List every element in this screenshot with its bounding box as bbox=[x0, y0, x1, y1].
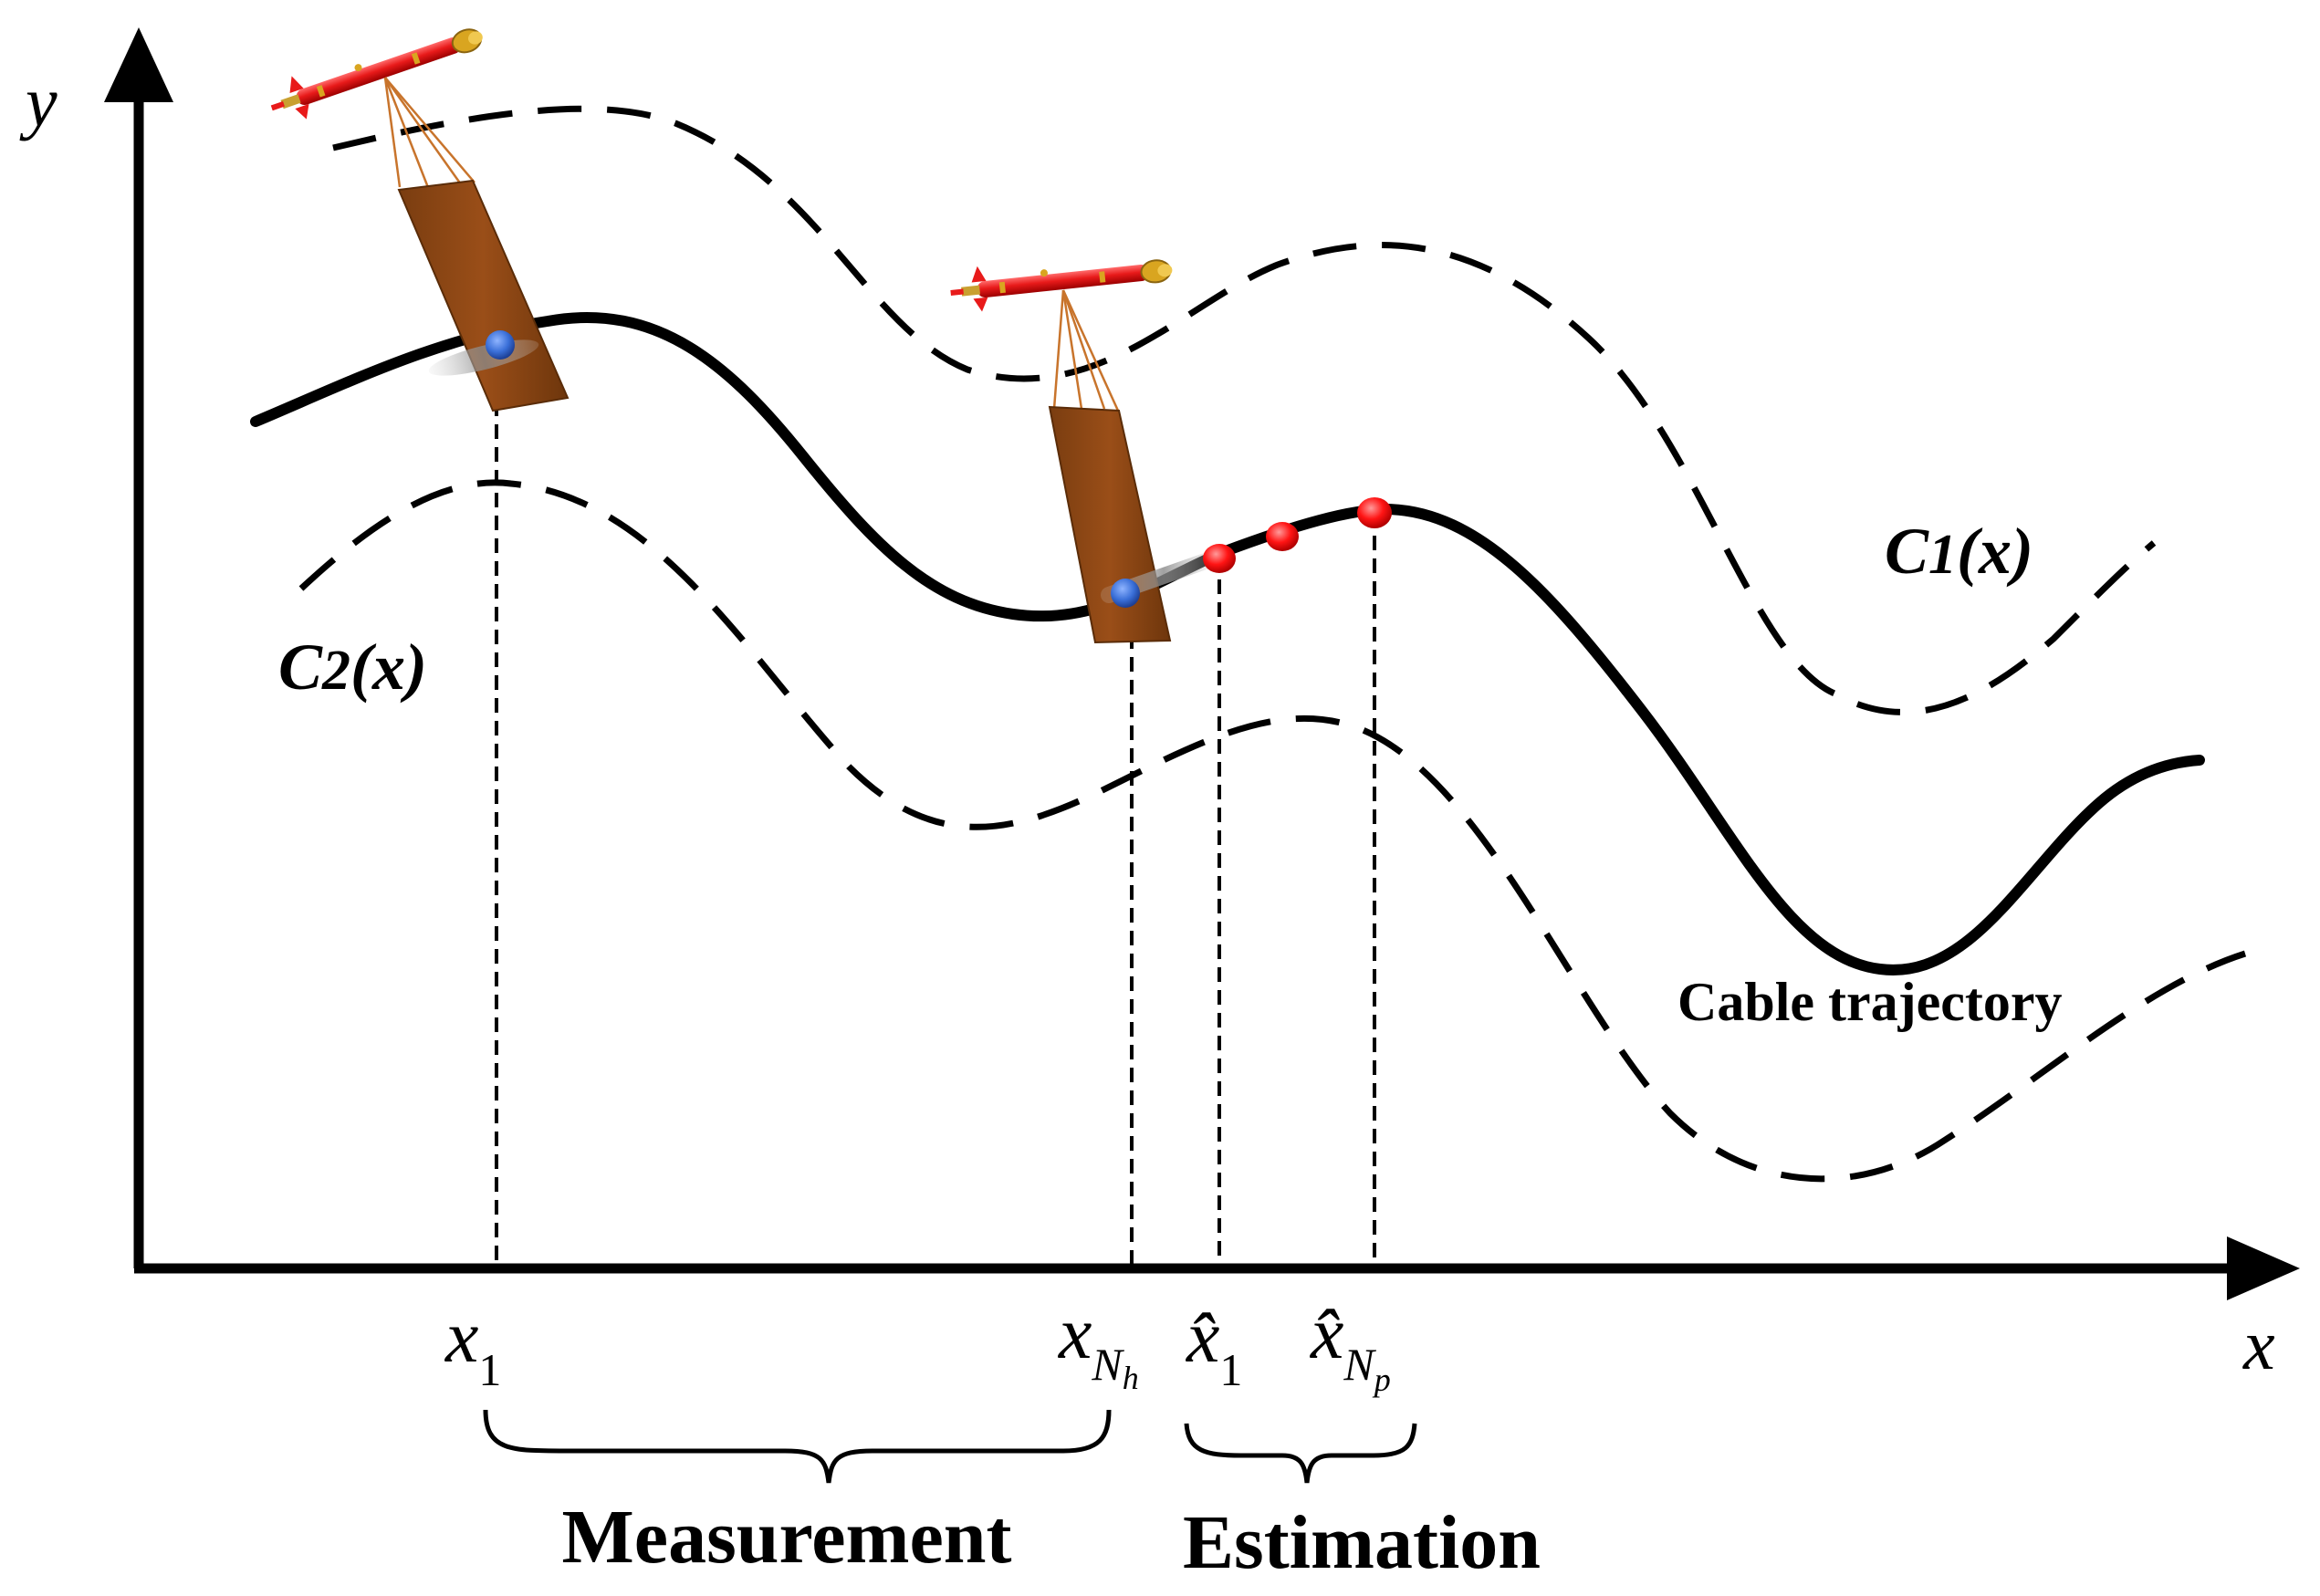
tick-xhat1: x̂1 bbox=[1186, 1295, 1242, 1395]
cable-trajectory-curve bbox=[250, 312, 2205, 975]
upper-bound-curve bbox=[332, 105, 2157, 715]
upper-bound-arg: (x) bbox=[1957, 515, 2033, 588]
tick-xhatNp-subsub: p bbox=[1372, 1361, 1391, 1398]
tick-xNh-subsub: h bbox=[1123, 1360, 1139, 1396]
measurement-label: Measurement bbox=[562, 1495, 1012, 1580]
x-axis-label: x bbox=[2242, 1305, 2275, 1384]
tick-xhatNp-base: x̂ bbox=[1310, 1291, 1343, 1374]
tether-lines-1 bbox=[383, 77, 475, 191]
y-axis-arrow bbox=[104, 27, 173, 102]
measured-point-2 bbox=[1111, 579, 1140, 608]
estimation-label: Estimation bbox=[1183, 1500, 1541, 1585]
tick-xNh-sub: N bbox=[1091, 1339, 1124, 1390]
tick-xhatNp-sub: N bbox=[1343, 1339, 1376, 1390]
estimated-point bbox=[1203, 544, 1236, 573]
lower-bound-curve bbox=[298, 479, 2247, 1183]
auv-vehicle-icon bbox=[263, 12, 491, 130]
sensor-panel-icon bbox=[1048, 405, 1172, 644]
vehicle-group-1 bbox=[263, 12, 570, 412]
cable-trajectory-label: Cable trajectory bbox=[1677, 972, 2062, 1032]
measured-point-1 bbox=[486, 330, 515, 360]
lower-bound-sub: 2 bbox=[321, 640, 350, 702]
estimated-point bbox=[1357, 497, 1392, 528]
upper-bound-label: C1(x) bbox=[1885, 515, 2033, 588]
upper-bound-sub: 1 bbox=[1928, 524, 1957, 586]
axes bbox=[104, 27, 2300, 1300]
tick-x1-sub: 1 bbox=[478, 1344, 501, 1395]
tick-xNh-base: x bbox=[1058, 1291, 1092, 1374]
tick-x1-base: x bbox=[444, 1295, 478, 1378]
estimation-brace bbox=[1184, 1423, 1417, 1484]
estimated-point bbox=[1266, 522, 1299, 551]
tether-lines-2 bbox=[1052, 289, 1120, 412]
vehicle-group-2 bbox=[946, 245, 1227, 644]
lower-bound-label: C2(x) bbox=[278, 631, 427, 704]
upper-bound-name: C bbox=[1885, 515, 1929, 588]
x-axis-arrow bbox=[2227, 1236, 2300, 1300]
lower-bound-arg: (x) bbox=[350, 631, 427, 704]
lower-bound-name: C bbox=[278, 631, 323, 704]
tick-xhat1-base: x̂ bbox=[1186, 1295, 1219, 1378]
y-axis-label: y bbox=[19, 62, 57, 141]
tick-xhat1-sub: 1 bbox=[1219, 1344, 1242, 1395]
sensor-panel-icon bbox=[397, 179, 570, 412]
tick-xNh: xNh bbox=[1058, 1291, 1139, 1396]
tick-xhatNp: x̂Np bbox=[1310, 1291, 1391, 1398]
estimated-points bbox=[1203, 497, 1392, 573]
tick-guides bbox=[495, 402, 1376, 1264]
measurement-brace bbox=[483, 1409, 1112, 1484]
tick-x1: x1 bbox=[444, 1295, 501, 1395]
